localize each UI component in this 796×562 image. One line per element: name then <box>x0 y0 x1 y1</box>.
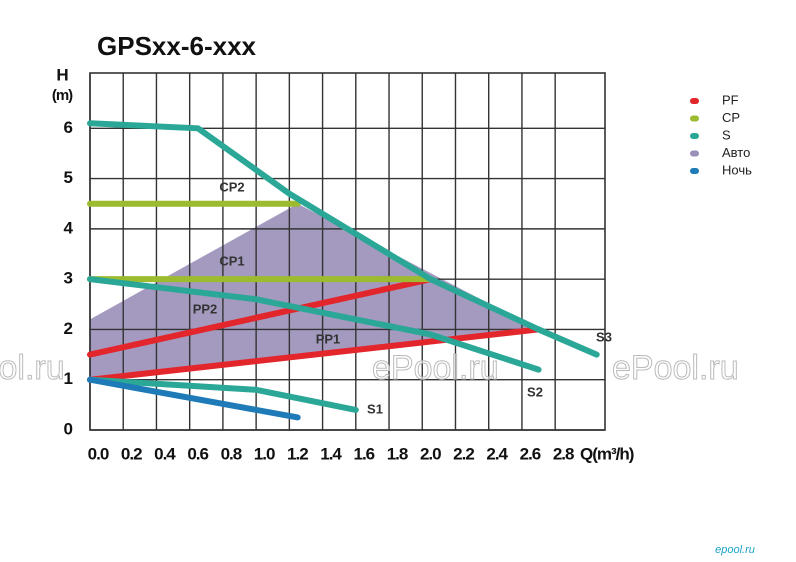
x-tick-label: 0.0 <box>88 444 109 463</box>
x-tick-label: 0.8 <box>221 444 242 463</box>
x-tick-label: 0.2 <box>121 444 142 463</box>
curve <box>87 376 301 421</box>
legend-swatch <box>690 150 699 157</box>
watermark: ePool.ru <box>0 349 65 387</box>
x-tick-label: 2.6 <box>520 444 541 463</box>
y-tick-label: 6 <box>64 118 73 137</box>
legend-label: Ночь <box>722 162 752 177</box>
y-axis-label: H <box>56 65 68 84</box>
x-tick-label: 2.4 <box>486 444 508 463</box>
curve <box>87 326 542 383</box>
y-tick-label: 0 <box>64 419 73 438</box>
y-tick-label: 3 <box>64 269 73 288</box>
x-tick-label: 1.4 <box>320 444 342 463</box>
legend-swatch <box>690 115 699 122</box>
y-tick-label: 2 <box>64 319 73 338</box>
x-axis-label: Q(m³/h) <box>580 444 634 463</box>
legend-swatch <box>690 133 699 139</box>
legend-swatch <box>690 168 699 174</box>
curve-label: CP1 <box>219 253 244 268</box>
watermark: ePool.ru <box>372 349 499 387</box>
curve-label: PP2 <box>193 301 218 316</box>
x-tick-label: 0.6 <box>187 444 208 463</box>
watermark: ePool.ru <box>612 349 739 387</box>
chart-title: GPSxx-6-xxx <box>97 31 257 61</box>
curve <box>87 276 434 358</box>
legend-label: Авто <box>722 145 750 160</box>
y-axis-unit: (m) <box>52 87 73 104</box>
x-tick-label: 1.6 <box>353 444 374 463</box>
curve <box>87 376 359 413</box>
curve-label: S1 <box>367 401 383 416</box>
y-tick-label: 1 <box>64 369 73 388</box>
curve-label: CP2 <box>219 179 244 194</box>
logo: epool.ru <box>715 544 755 556</box>
x-tick-label: 1.8 <box>387 444 408 463</box>
x-tick-label: 1.0 <box>254 444 275 463</box>
curve <box>87 120 600 358</box>
legend-label: S <box>722 127 731 142</box>
legend-label: CP <box>722 110 740 125</box>
x-tick-label: 0.4 <box>154 444 176 463</box>
curve-label: S3 <box>596 329 612 344</box>
x-tick-label: 1.2 <box>287 444 308 463</box>
y-tick-label: 5 <box>64 168 73 187</box>
plot-border <box>89 72 606 431</box>
curve <box>87 276 542 373</box>
y-tick-label: 4 <box>64 218 74 237</box>
x-tick-label: 2.8 <box>553 444 574 463</box>
x-tick-label: 2.0 <box>420 444 441 463</box>
x-tick-label: 2.2 <box>453 444 474 463</box>
legend-swatch <box>690 98 699 104</box>
curve-label: S2 <box>527 384 543 399</box>
curve-label: PP1 <box>316 331 341 346</box>
legend-label: PF <box>722 92 739 107</box>
